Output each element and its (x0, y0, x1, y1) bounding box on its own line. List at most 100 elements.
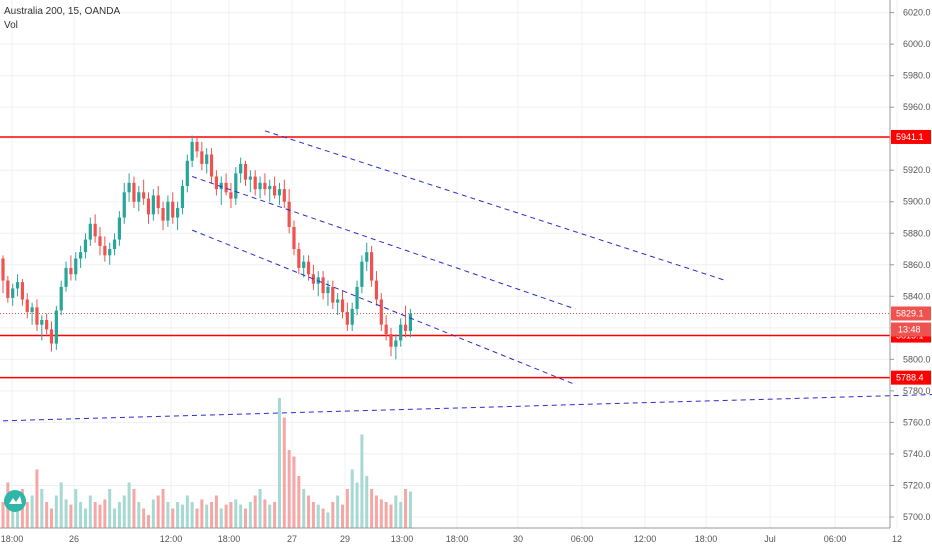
volume-bar (234, 499, 238, 528)
volume-bar (336, 495, 340, 528)
volume-bar (374, 495, 378, 528)
volume-bar (404, 489, 408, 528)
volume-bar (108, 489, 112, 528)
candle-body (108, 249, 112, 256)
current-price-tag-bg (891, 306, 931, 321)
candle-body (229, 192, 233, 199)
y-tick-label: 5780.0 (903, 386, 931, 396)
trend-line-channel-lower (191, 229, 576, 386)
volume-bar (88, 495, 92, 528)
volume-bar (166, 502, 170, 528)
volume-bar (258, 489, 262, 528)
volume-bar (83, 508, 87, 528)
y-tick-label: 6000.0 (903, 39, 931, 49)
y-tick-label: 5700.0 (903, 512, 931, 522)
candle-body (122, 192, 126, 218)
x-tick-label: 18:00 (695, 534, 718, 544)
current-price-tag-text: 5829.1 (896, 308, 924, 318)
candle-body (185, 160, 189, 186)
volume-bar (316, 504, 320, 528)
y-tick-label: 5740.0 (903, 449, 931, 459)
volume-bar (399, 502, 403, 528)
volume-bar (365, 476, 369, 528)
volume-label: Vol (4, 20, 18, 31)
volume-bar (117, 502, 121, 528)
candle-body (350, 308, 354, 325)
volume-bar (384, 502, 388, 528)
volume-bar (98, 504, 102, 528)
volume-bar (103, 499, 107, 528)
candle-body (273, 185, 277, 196)
x-tick-label: 12:00 (160, 534, 183, 544)
volume-bar (185, 495, 189, 528)
y-tick-label: 5980.0 (903, 71, 931, 81)
x-tick-label: 18:00 (1, 534, 24, 544)
candle-body (6, 280, 10, 298)
x-tick-label: 27 (287, 534, 297, 544)
volume-bar (302, 489, 306, 528)
volume-bar (25, 502, 29, 528)
candle-body (384, 324, 388, 335)
volume-bar (147, 515, 150, 528)
grid (0, 0, 898, 528)
candle-body (137, 192, 141, 202)
legend: Australia 200, 15, OANDA Vol (4, 5, 120, 33)
x-tick-label: 12:00 (634, 534, 657, 544)
volume-bar (379, 499, 383, 528)
candle-body (146, 198, 151, 215)
volume-bar (326, 512, 330, 528)
x-tick-label: 06:00 (571, 534, 594, 544)
volume-bar (253, 495, 257, 528)
candle-body (11, 288, 15, 298)
volume-bar (341, 504, 344, 528)
y-tick-label: 5840.0 (903, 291, 931, 301)
volume-bar (122, 495, 126, 528)
candle-body (49, 329, 54, 344)
candles (1, 135, 412, 360)
candle-body (292, 226, 296, 250)
volume-bar (307, 495, 311, 528)
countdown-tag-text: 13:48 (898, 324, 921, 334)
candle-body (268, 185, 272, 190)
candle-body (282, 189, 286, 202)
candle-body (142, 192, 146, 199)
candle-body (25, 299, 29, 313)
volume-bar (64, 499, 68, 528)
volume-bar (45, 502, 49, 528)
candle-body (103, 245, 107, 256)
candle-body (253, 176, 257, 190)
volume-bar (35, 469, 39, 528)
candle-body (326, 286, 330, 294)
candle-body (1, 258, 5, 281)
volume-bar (394, 495, 398, 528)
candle-body (98, 236, 102, 246)
candle-body (74, 258, 78, 275)
candle-body (336, 299, 340, 303)
candle-body (69, 267, 73, 275)
candle-body (83, 239, 88, 253)
candle-body (180, 185, 185, 209)
candle-body (64, 267, 68, 287)
candle-body (117, 217, 121, 240)
candle-body (331, 286, 335, 303)
candle-body (40, 319, 44, 325)
candle-body (340, 299, 345, 313)
candle-body (209, 154, 214, 177)
candle-body (54, 310, 58, 344)
volume-bar (248, 502, 252, 528)
candle-body (200, 151, 204, 164)
volume-bar (176, 502, 180, 528)
volume-bar (69, 504, 73, 528)
volume-bar (190, 502, 194, 528)
y-tick-label: 5760.0 (903, 417, 931, 427)
volume-bar (244, 508, 247, 528)
volume-bar (287, 450, 291, 528)
y-tick-label: 5880.0 (903, 228, 931, 238)
candle-body (224, 182, 228, 193)
candle-body (345, 312, 349, 325)
volume-bars (1, 398, 412, 528)
volume-bar (161, 489, 165, 528)
tradingview-logo[interactable] (4, 490, 26, 512)
volume-bar (113, 508, 117, 528)
